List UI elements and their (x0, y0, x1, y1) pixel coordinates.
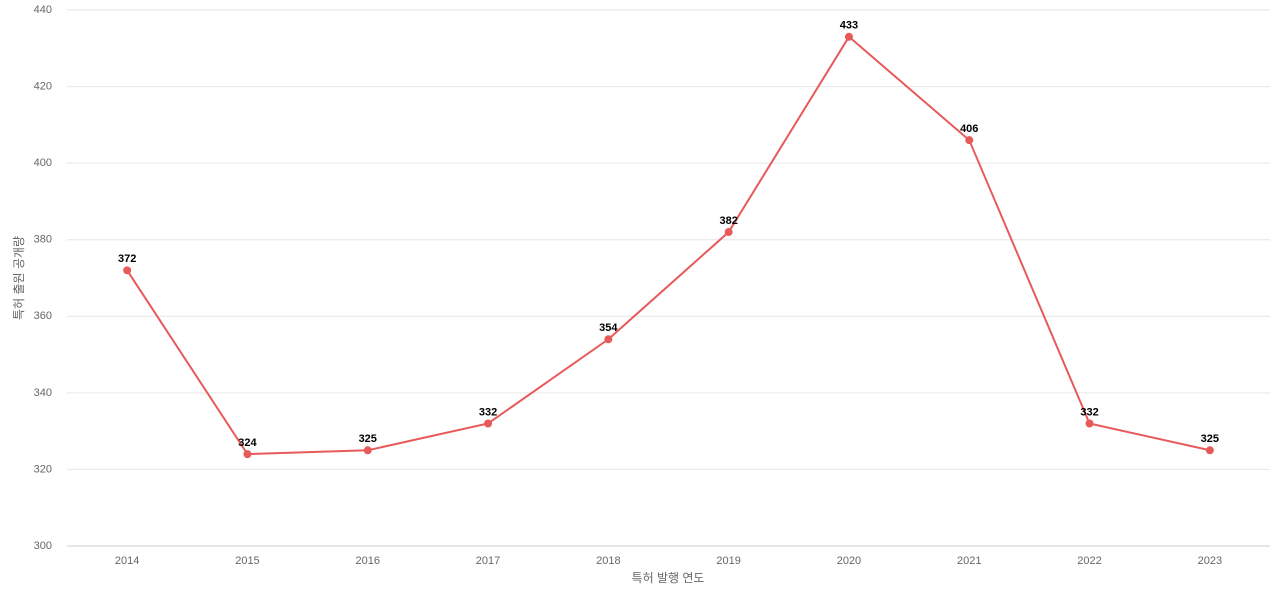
point (363, 446, 372, 455)
value-label: 354 (599, 322, 618, 334)
x-tick-label: 2014 (115, 555, 139, 567)
y-tick-label: 400 (34, 157, 52, 169)
y-tick-label: 360 (34, 310, 52, 322)
y-tick-label: 420 (34, 80, 52, 92)
y-tick-label: 300 (34, 540, 52, 552)
point (1085, 419, 1094, 428)
y-axis-title: 특허 출원 공개량 (12, 236, 26, 320)
value-label: 332 (1080, 406, 1098, 418)
line (126, 35, 1211, 456)
value-label: 325 (359, 433, 377, 445)
x-tick-label: 2020 (837, 555, 861, 567)
y-tick-label: 440 (34, 4, 52, 16)
value-label: 332 (479, 406, 497, 418)
value-label: 372 (118, 253, 136, 265)
x-tick-label: 2021 (957, 555, 981, 567)
point (243, 450, 252, 459)
x-tick-label: 2022 (1077, 555, 1101, 567)
x-tick-label: 2019 (716, 555, 740, 567)
point (965, 136, 974, 145)
x-tick-label: 2016 (356, 555, 380, 567)
point (123, 266, 132, 275)
y-tick-label: 340 (34, 387, 52, 399)
value-label: 325 (1201, 433, 1219, 445)
value-label: 406 (960, 123, 978, 135)
x-tick-label: 2018 (596, 555, 620, 567)
x-tick-label: 2017 (476, 555, 500, 567)
point (484, 419, 493, 428)
point (724, 228, 733, 237)
point (844, 32, 853, 41)
value-label: 324 (238, 437, 257, 449)
x-tick-label: 2023 (1198, 555, 1222, 567)
value-label: 382 (719, 215, 737, 227)
y-tick-label: 380 (34, 234, 52, 246)
y-tick-label: 320 (34, 463, 52, 475)
value-label: 433 (840, 20, 858, 32)
point (604, 335, 613, 344)
point (1205, 446, 1214, 455)
x-tick-label: 2015 (235, 555, 259, 567)
x-axis-title: 특허 발행 연도 (632, 570, 705, 585)
